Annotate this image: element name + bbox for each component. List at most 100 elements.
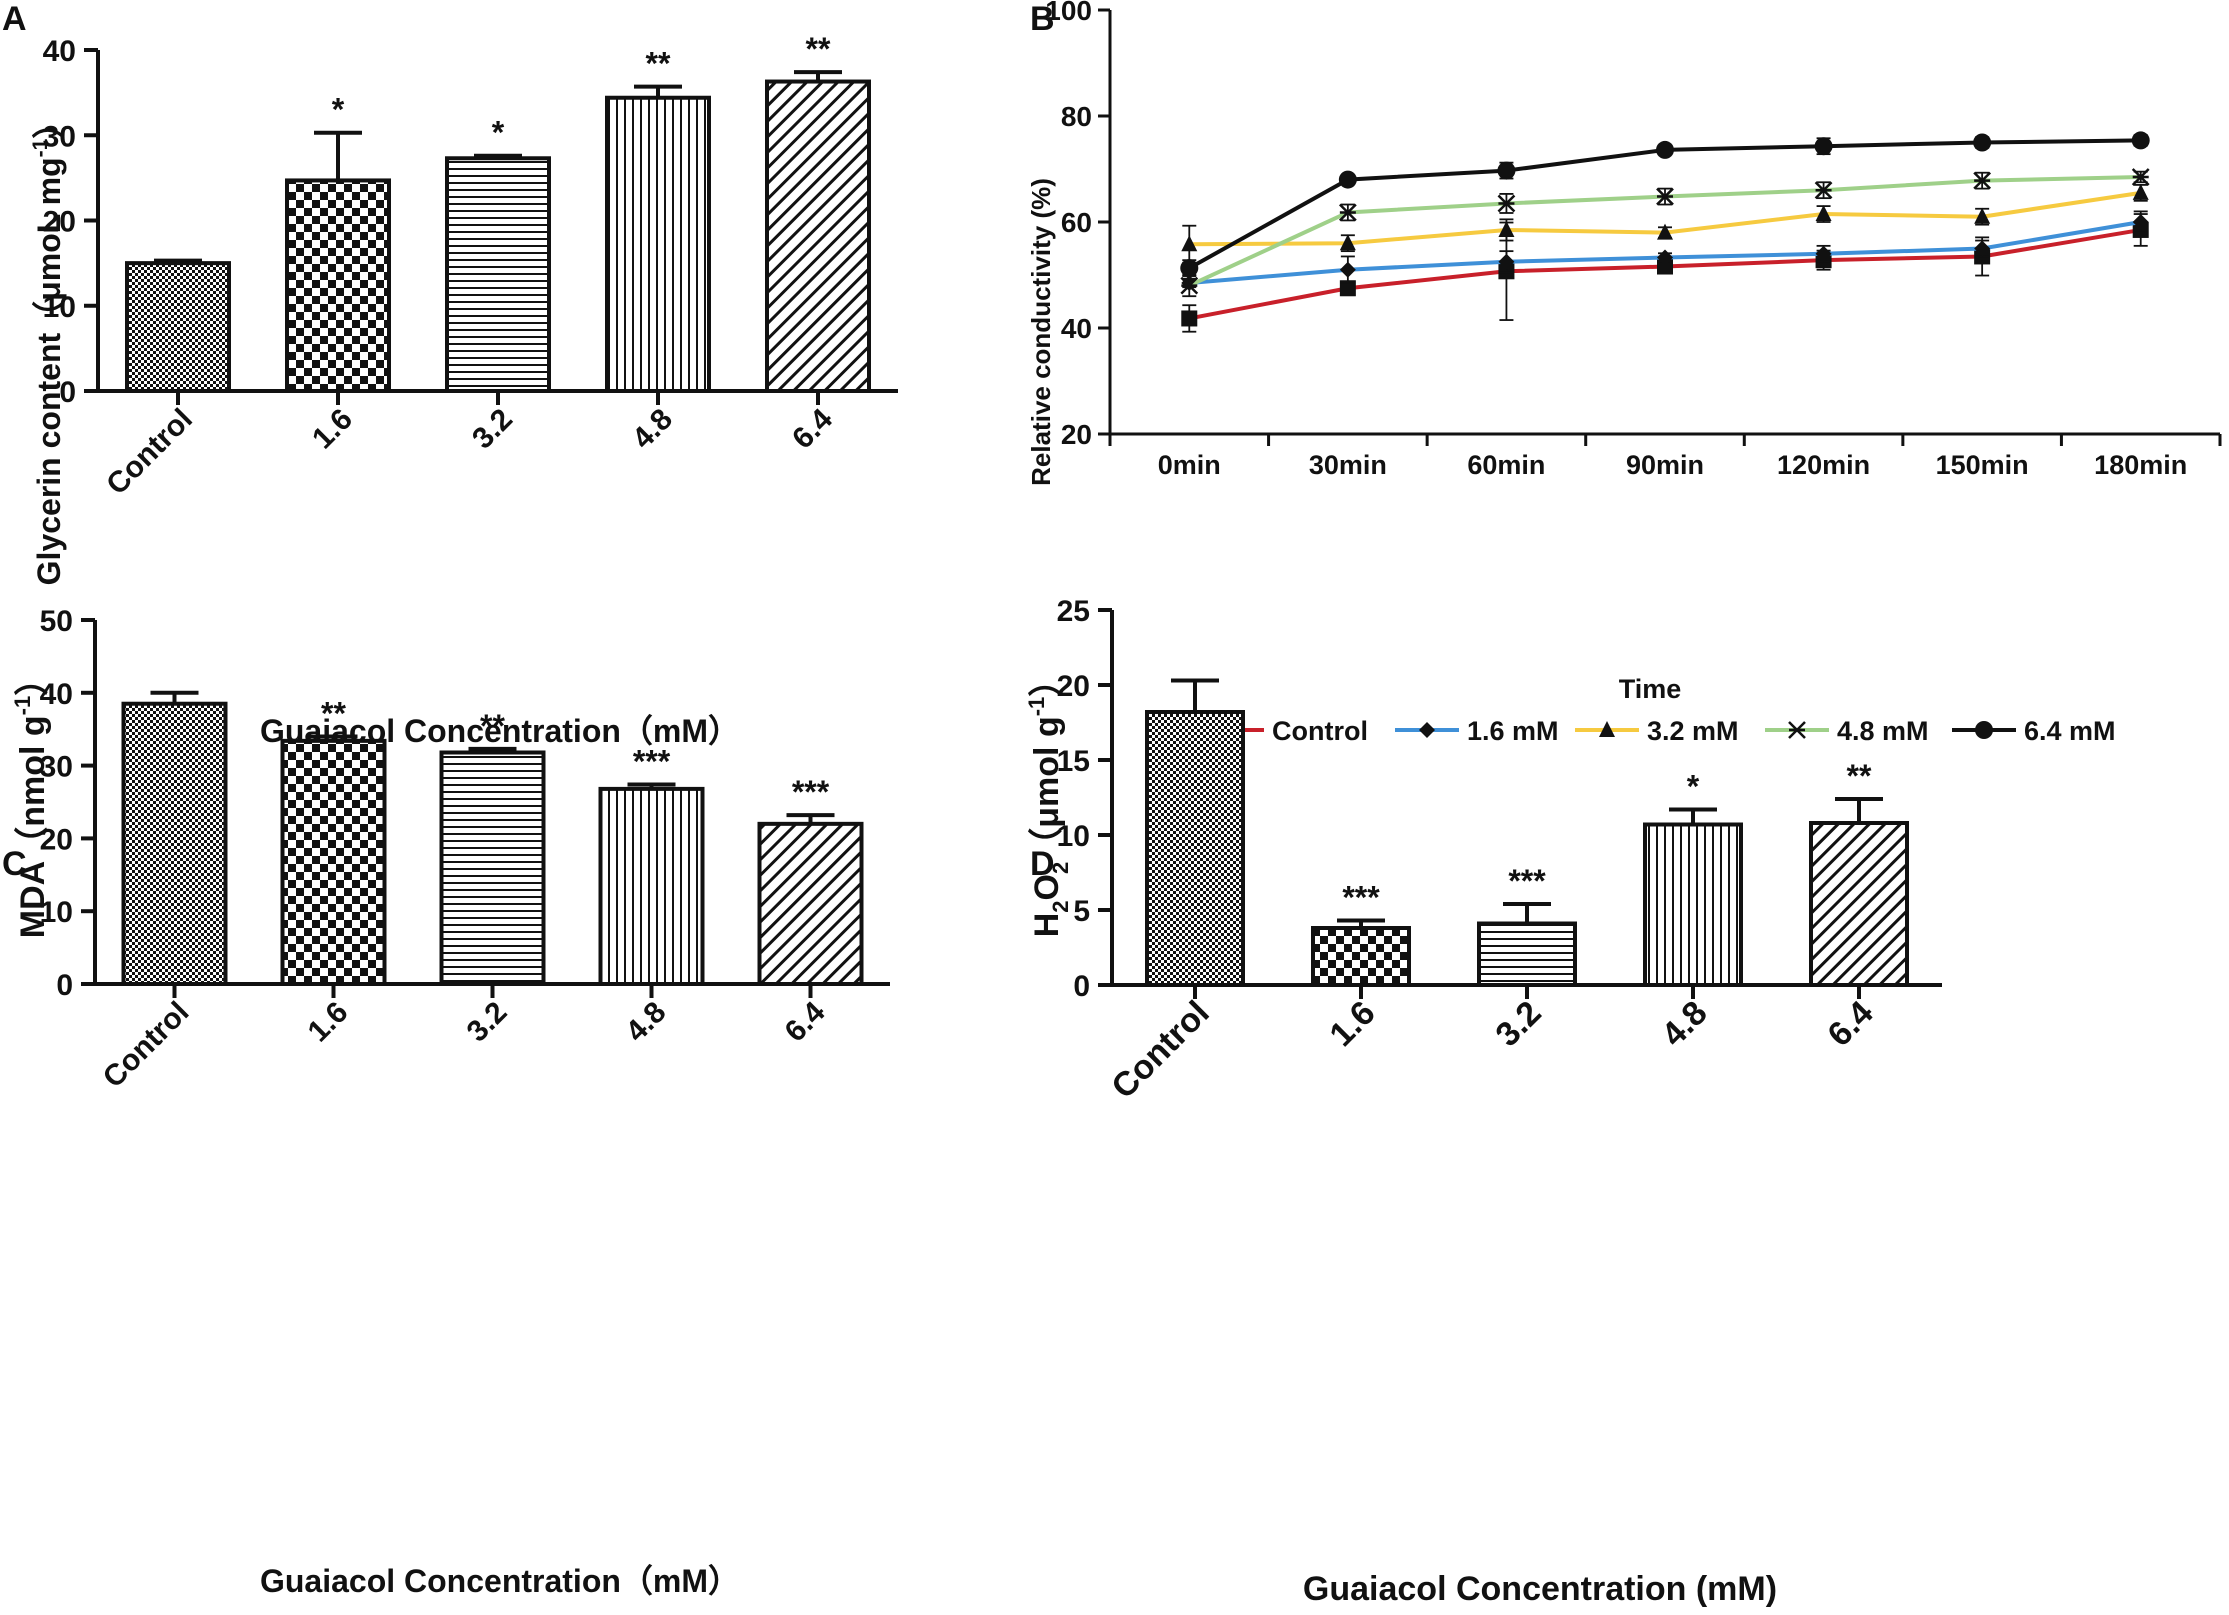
b-x-tick-label: 150min bbox=[1936, 450, 2029, 480]
d-y-title-rest: （μmol g bbox=[1027, 716, 1066, 861]
d-category-label: 6.4 bbox=[1820, 994, 1880, 1054]
b-x-tick-label: 120min bbox=[1777, 450, 1870, 480]
b-legend-label: 1.6 mM bbox=[1467, 716, 1559, 746]
d-x-axis-title: Guaiacol Concentration (mM) bbox=[1303, 1570, 1777, 1608]
d-bar bbox=[1809, 821, 1909, 987]
c-y-title-sup: -1 bbox=[10, 696, 35, 716]
c-y-title-end: ） bbox=[13, 662, 52, 696]
a-bar bbox=[285, 178, 391, 393]
c-x-axis-title: Guaiacol Concentration（mM） bbox=[260, 1563, 740, 1599]
d-significance-label: *** bbox=[1508, 863, 1546, 899]
d-bar bbox=[1643, 822, 1743, 987]
c-y-tick-label: 50 bbox=[40, 605, 73, 638]
d-y-title-h: H bbox=[1028, 913, 1066, 938]
b-legend-item: 1.6 mM bbox=[1395, 716, 1559, 746]
a-y-tick-label: 30 bbox=[43, 120, 76, 153]
b-data-point bbox=[1180, 276, 1199, 295]
a-bars: **** ** bbox=[125, 31, 871, 394]
a-y-title-sup: -1 bbox=[29, 138, 52, 157]
b-legend-marker bbox=[1599, 721, 1615, 737]
b-legend-label: 3.2 mM bbox=[1647, 716, 1739, 746]
b-data-point bbox=[2131, 168, 2150, 186]
b-data-point bbox=[2132, 183, 2149, 200]
b-y-tick-label: 60 bbox=[1061, 207, 1092, 238]
b-series bbox=[1180, 131, 2150, 333]
d-bar bbox=[1311, 926, 1411, 987]
b-data-point bbox=[2132, 214, 2149, 230]
b-legend-item: 6.4 mM bbox=[1952, 716, 2116, 746]
d-y-tick-label: 15 bbox=[1057, 745, 1090, 778]
b-legend-item: 4.8 mM bbox=[1765, 716, 1929, 746]
d-y-title-sup: -1 bbox=[1024, 697, 1049, 717]
a-bar bbox=[445, 156, 551, 393]
panel-c-chart: MDA（nmol g-1） 0 10 20 30 40 50 Control 1.6 3.2 4.… bbox=[10, 605, 890, 1599]
c-y-tick-label: 10 bbox=[40, 896, 73, 929]
b-x-tick-label: 180min bbox=[2094, 450, 2187, 480]
b-data-point bbox=[1814, 137, 1833, 156]
b-data-point bbox=[1181, 310, 1198, 327]
d-y-tick-label: 25 bbox=[1057, 595, 1090, 628]
d-significance-label: *** bbox=[1342, 880, 1380, 916]
c-y-axis-title: MDA（nmol g-1） bbox=[10, 662, 52, 938]
d-significance-label: ** bbox=[1847, 758, 1872, 794]
c-y-tick-label: 0 bbox=[56, 969, 73, 1002]
b-data-point bbox=[1181, 235, 1198, 252]
c-category-label: Control bbox=[97, 996, 196, 1095]
d-y-axis-title: H2O2（μmol g-1） bbox=[1024, 663, 1073, 938]
svg-text:Glycerin content（μmoL mg-1）: Glycerin content（μmoL mg-1） bbox=[29, 107, 67, 586]
c-bar bbox=[121, 701, 228, 986]
c-category-label: 4.8 bbox=[620, 996, 673, 1049]
a-y-tick-label: 40 bbox=[43, 35, 76, 68]
c-category-label: 6.4 bbox=[779, 995, 832, 1048]
b-data-point bbox=[1497, 161, 1516, 180]
b-series-3 bbox=[1181, 183, 2149, 264]
b-data-point bbox=[1657, 249, 1673, 266]
b-data-point bbox=[2131, 131, 2150, 150]
c-y-tick-label: 30 bbox=[40, 751, 73, 784]
a-bar bbox=[125, 261, 231, 393]
b-x-tick-label: 30min bbox=[1309, 450, 1387, 480]
a-category-label: 4.8 bbox=[626, 403, 679, 456]
c-y-tick-label: 20 bbox=[40, 823, 73, 856]
b-data-point bbox=[1339, 280, 1356, 297]
b-data-point bbox=[1974, 207, 1991, 224]
c-significance-label: *** bbox=[633, 744, 671, 780]
c-category-label: 3.2 bbox=[461, 996, 514, 1049]
b-data-point bbox=[1656, 140, 1674, 159]
b-data-point bbox=[1656, 187, 1674, 206]
c-bar bbox=[280, 738, 387, 987]
d-category-label: 1.6 bbox=[1322, 994, 1382, 1054]
b-data-point bbox=[1657, 223, 1673, 240]
d-y-tick-label: 20 bbox=[1057, 670, 1090, 703]
svg-text:MDA（nmol g-1）: MDA（nmol g-1） bbox=[10, 662, 52, 938]
a-y-title-main: Glycerin content（μmoL mg bbox=[31, 157, 67, 585]
a-category-label: 1.6 bbox=[306, 403, 359, 456]
d-category-label: Control bbox=[1104, 994, 1216, 1106]
a-y-tick-label: 10 bbox=[43, 291, 76, 324]
b-legend: Control 1.6 mM 3.2 mM 4.8 mM 6.4 mM bbox=[1200, 716, 2116, 746]
d-y-tick-label: 10 bbox=[1057, 820, 1090, 853]
b-data-point bbox=[1498, 253, 1515, 270]
panel-label-b: B bbox=[1030, 0, 1055, 38]
svg-text:H2O2（μmol g-1）: H2O2（μmol g-1） bbox=[1024, 663, 1073, 938]
b-x-tick-label: 60min bbox=[1467, 450, 1545, 480]
b-data-point bbox=[1815, 245, 1832, 262]
a-significance-label: ** bbox=[646, 46, 671, 82]
a-category-label: 6.4 bbox=[786, 402, 839, 455]
b-x-tick-label: 0min bbox=[1158, 450, 1221, 480]
b-data-point bbox=[1974, 240, 1991, 257]
b-series-4 bbox=[1180, 168, 2150, 298]
d-bar bbox=[1145, 710, 1245, 987]
c-bars: ** ******** bbox=[121, 690, 864, 987]
c-significance-label: ** bbox=[480, 708, 505, 744]
b-legend-marker bbox=[1788, 721, 1806, 739]
b-y-axis-title: Relative conductivity (%) bbox=[1026, 178, 1056, 486]
b-data-point bbox=[1498, 220, 1515, 237]
d-significance-label: * bbox=[1687, 769, 1700, 805]
b-legend-label: 4.8 mM bbox=[1837, 716, 1929, 746]
d-bars: *** **** ** bbox=[1145, 678, 1909, 987]
c-significance-label: ** bbox=[321, 695, 346, 731]
b-y-tick-label: 100 bbox=[1045, 0, 1092, 26]
